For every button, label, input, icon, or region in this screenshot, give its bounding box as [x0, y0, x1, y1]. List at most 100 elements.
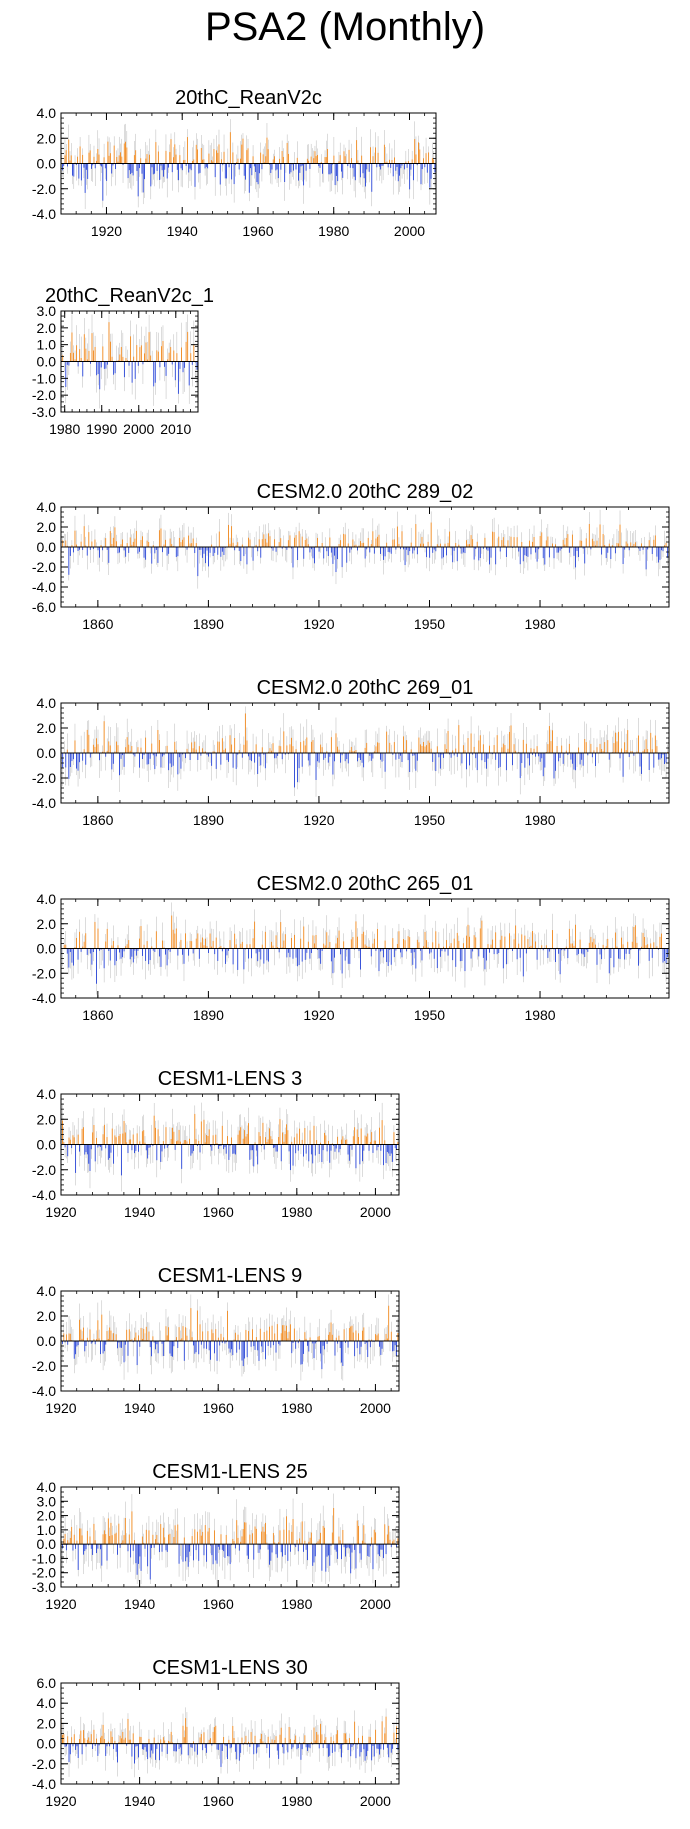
bar [77, 1341, 79, 1346]
bar [301, 1139, 303, 1145]
bar [168, 1327, 170, 1341]
bar [140, 539, 142, 547]
bar [158, 948, 160, 957]
bar [301, 1341, 303, 1365]
bar [373, 938, 375, 949]
bar [644, 749, 646, 753]
bar [149, 1144, 151, 1148]
bar [358, 1136, 360, 1145]
bar [591, 753, 593, 758]
bar [202, 159, 204, 164]
bar [565, 537, 567, 547]
bar [142, 163, 144, 193]
bar [136, 345, 138, 362]
bar [499, 939, 501, 949]
bar [553, 753, 555, 779]
bar [304, 745, 306, 753]
bar [283, 1325, 285, 1341]
bar [97, 928, 99, 949]
bar [102, 1341, 104, 1354]
bar [277, 163, 279, 179]
bar [242, 1138, 244, 1145]
bar [94, 1341, 96, 1345]
bar [91, 948, 93, 965]
bar [605, 946, 607, 949]
bar [366, 945, 368, 949]
bar [618, 731, 619, 753]
bar [105, 361, 107, 369]
bar [289, 163, 291, 174]
bar [171, 361, 173, 365]
bar [345, 1341, 346, 1343]
bar [376, 1335, 378, 1341]
bar [265, 1137, 266, 1145]
bar [151, 163, 153, 168]
bar [458, 725, 460, 753]
bar [522, 948, 524, 977]
bar [139, 547, 140, 552]
bar [538, 547, 540, 550]
bar [206, 1341, 208, 1349]
bar [349, 163, 351, 168]
bar [223, 1337, 225, 1341]
bar [297, 753, 299, 783]
bar [132, 948, 134, 963]
bar [109, 1327, 111, 1341]
bar [263, 162, 265, 164]
bar [386, 161, 388, 164]
bar [473, 547, 475, 560]
bar [510, 536, 512, 547]
bar [143, 1328, 145, 1341]
bar-series [60, 713, 669, 788]
bar [392, 1341, 394, 1352]
bar [139, 1341, 141, 1347]
bar [300, 1341, 302, 1365]
bar [371, 163, 373, 192]
bar [176, 353, 178, 362]
bar [459, 948, 461, 962]
bar [455, 748, 457, 753]
bar [208, 1129, 210, 1145]
bar [103, 1124, 105, 1145]
bar [122, 948, 124, 958]
bar [76, 753, 77, 769]
bar [261, 747, 263, 753]
bar [237, 158, 239, 164]
bar [145, 158, 147, 164]
bar [171, 544, 173, 547]
bar [254, 921, 256, 949]
bar [134, 361, 136, 379]
bar [322, 1341, 324, 1346]
bar [396, 1341, 397, 1356]
bar [250, 1144, 252, 1151]
bar [123, 547, 125, 551]
bar [415, 154, 417, 164]
bar [77, 753, 79, 771]
bar [297, 1144, 299, 1151]
bar [156, 1144, 158, 1161]
bar [232, 753, 234, 768]
bar [297, 547, 299, 561]
bar [373, 1140, 375, 1145]
bar [310, 156, 312, 164]
bar [419, 948, 421, 951]
bar [325, 1135, 327, 1145]
bar [399, 163, 400, 176]
bar [243, 948, 245, 970]
bar [393, 1132, 395, 1145]
bar [291, 1341, 293, 1354]
bar [618, 543, 619, 547]
bar [416, 939, 418, 949]
bar [271, 1325, 273, 1341]
x-tick-label: 1920 [45, 1204, 76, 1220]
bar [496, 735, 498, 753]
bar [349, 750, 351, 753]
bar [263, 1144, 265, 1150]
bar [255, 544, 257, 547]
bar [418, 737, 420, 753]
bar [107, 1144, 109, 1160]
bar [518, 547, 520, 552]
bar [444, 948, 446, 952]
bar [207, 1331, 209, 1341]
bar [327, 149, 329, 164]
